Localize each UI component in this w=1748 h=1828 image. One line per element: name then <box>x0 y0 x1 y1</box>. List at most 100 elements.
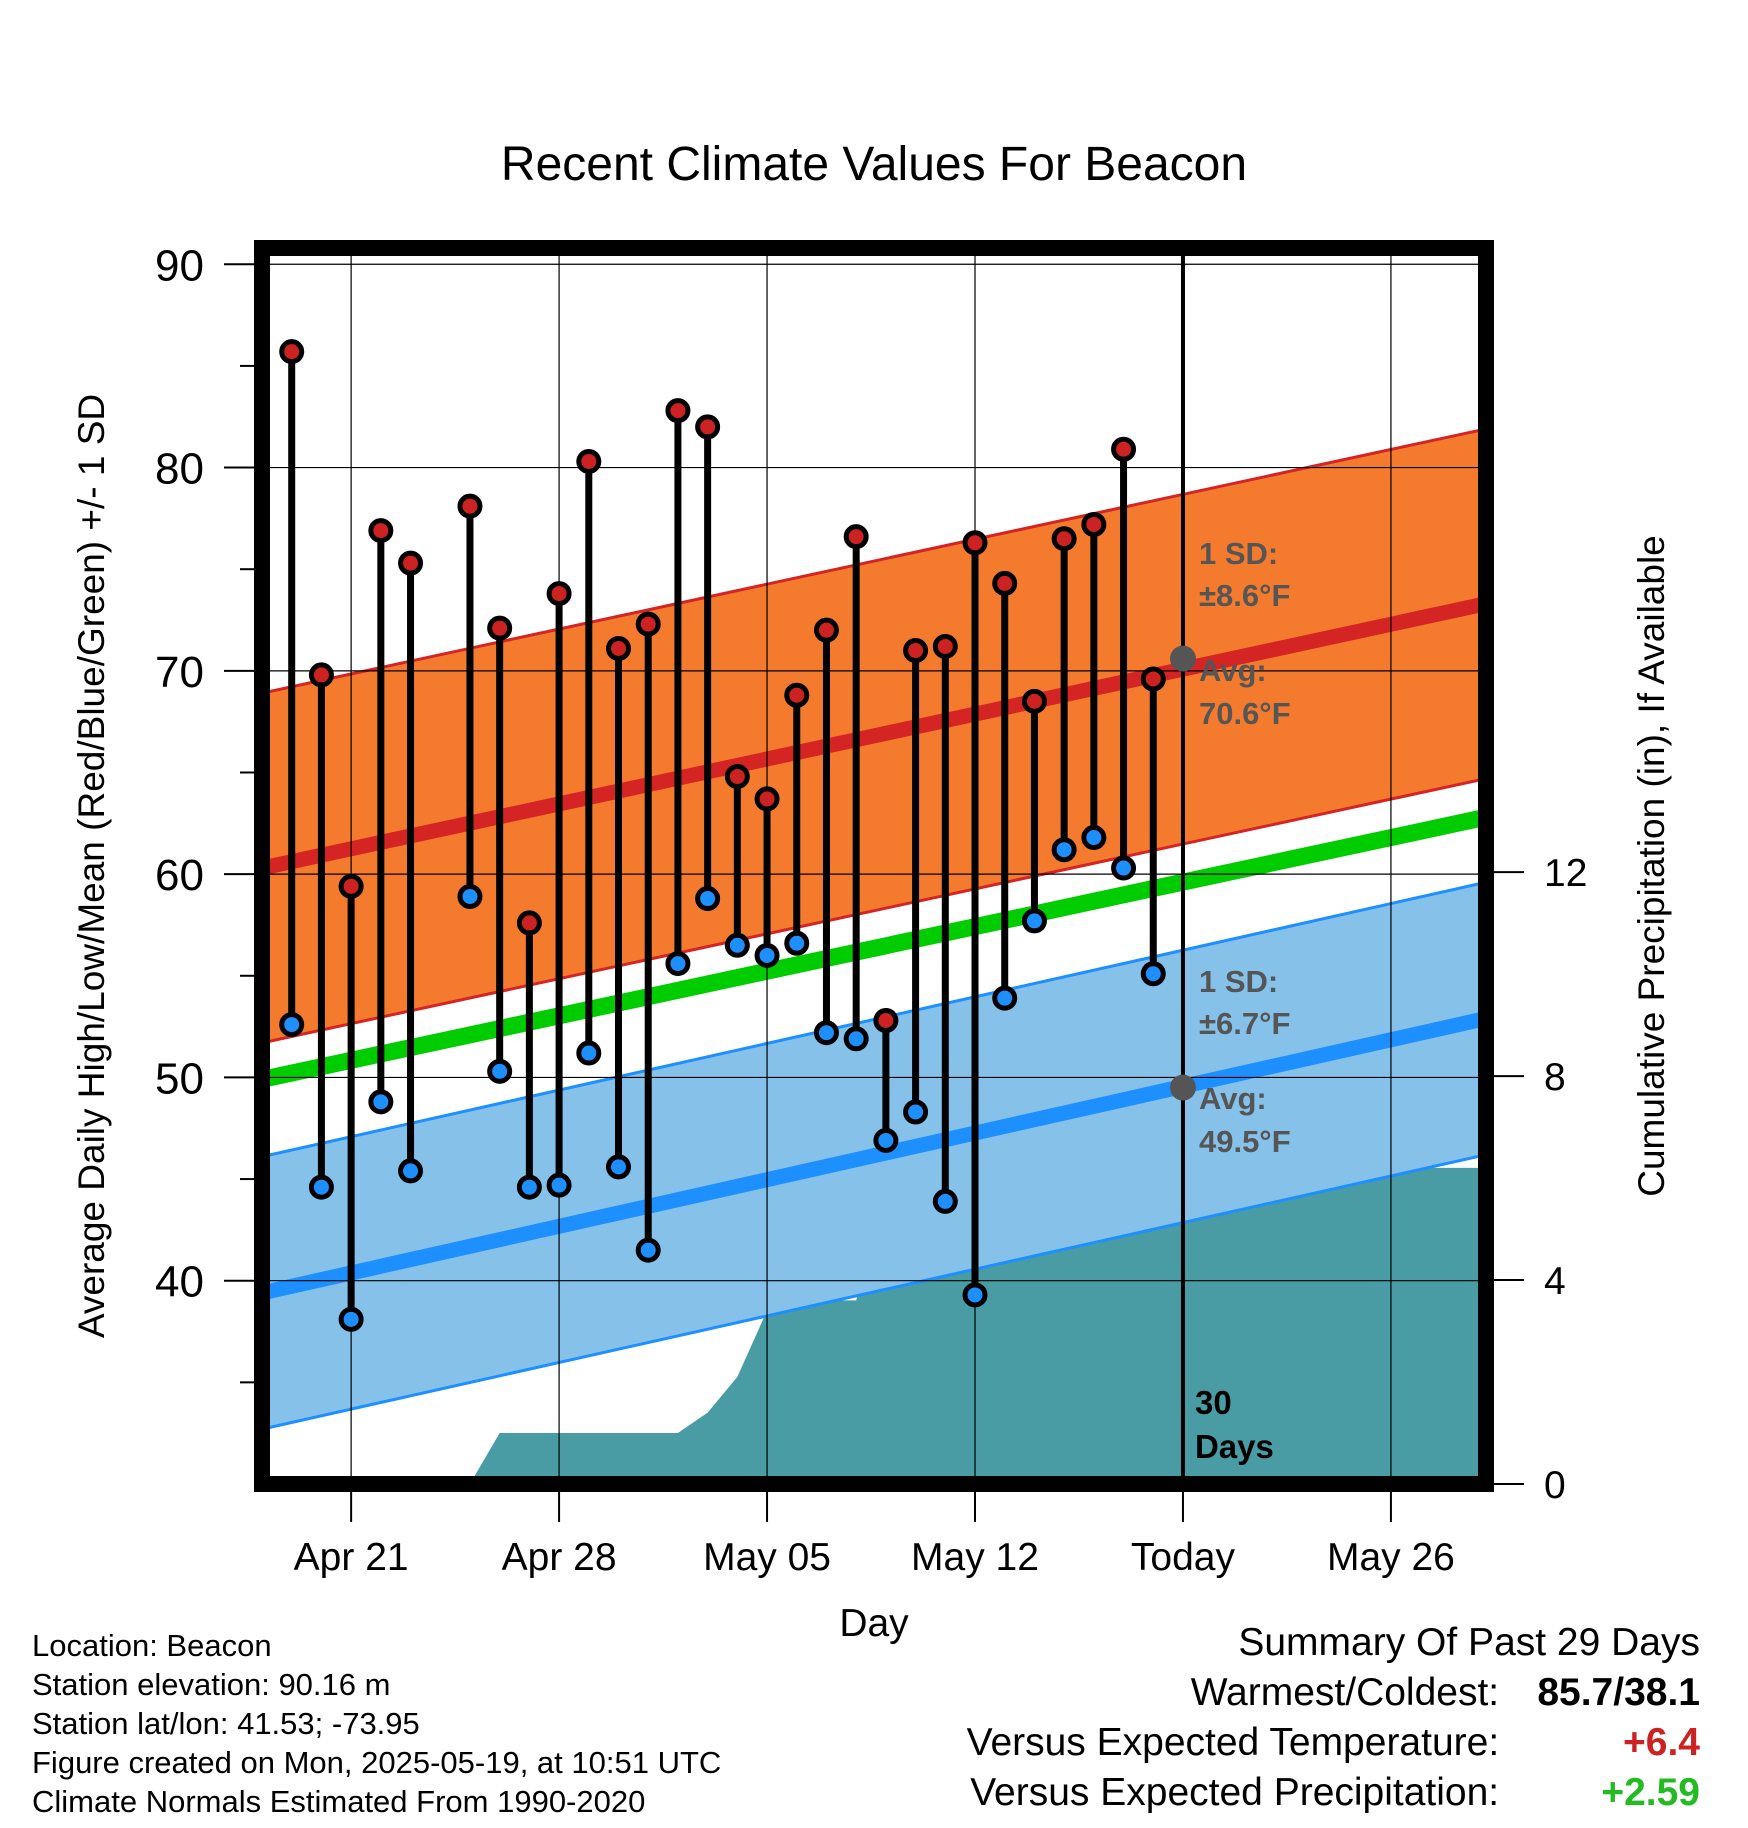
y2-tick-label: 12 <box>1544 852 1587 895</box>
today-days-number: 30 <box>1195 1384 1232 1421</box>
daily-low-point <box>992 985 1018 1011</box>
temp-label: Versus Expected Temperature: <box>966 1721 1500 1764</box>
elevation-text: Station elevation: 90.16 m <box>32 1667 391 1702</box>
precip-area <box>262 1167 1486 1484</box>
low-normal-avg-value: 49.5°F <box>1199 1124 1291 1159</box>
summary-heading: Summary Of Past 29 Days <box>1238 1621 1700 1664</box>
daily-high-point <box>1021 688 1047 714</box>
normal-high-mean-line <box>262 596 1486 876</box>
x-tick-label: May 05 <box>703 1536 831 1579</box>
chart-title: Recent Climate Values For Beacon <box>501 138 1247 191</box>
daily-high-point <box>695 414 721 440</box>
normal-high-upper-edge <box>262 427 1486 695</box>
y-axis-label: Average Daily High/Low/Mean (Red/Blue/Gr… <box>71 394 112 1338</box>
today-high-normal-point <box>1169 645 1196 672</box>
location-text: Location: Beacon <box>32 1628 272 1663</box>
daily-high-point <box>992 570 1018 596</box>
plot-frame <box>254 240 1494 1492</box>
daily-high-point <box>813 617 839 643</box>
daily-low-point <box>1051 837 1077 863</box>
daily-high-point <box>516 910 542 936</box>
normal-low-lower-edge <box>262 1153 1486 1431</box>
daily-low-point <box>606 1154 632 1180</box>
high-normal-avg-value: 70.6°F <box>1199 696 1291 731</box>
daily-high-point <box>903 638 929 664</box>
daily-low-point <box>813 1020 839 1046</box>
daily-high-point <box>1140 666 1166 692</box>
normal-low-mean-line <box>262 1011 1486 1301</box>
station-info: Location: Beacon Station elevation: 90.1… <box>32 1626 721 1821</box>
y-tick-label: 70 <box>155 648 204 697</box>
daily-high-point <box>279 339 305 365</box>
daily-low-point <box>665 951 691 977</box>
daily-low-point <box>784 930 810 956</box>
daily-high-point <box>576 448 602 474</box>
daily-low-point <box>635 1237 661 1263</box>
daily-low-point <box>962 1282 988 1308</box>
summary-panel: Summary Of Past 29 Days Warmest/Coldest:… <box>967 1618 1700 1818</box>
daily-low-point <box>724 932 750 958</box>
normal-mean-line <box>262 808 1486 1088</box>
y-tick-label: 60 <box>155 851 204 900</box>
x-tick-label: May 12 <box>911 1536 1039 1579</box>
warm-cold-value: 85.7/38.1 <box>1537 1671 1700 1714</box>
daily-low-point <box>546 1172 572 1198</box>
x-axis-label: Day <box>839 1602 909 1645</box>
daily-low-point <box>843 1026 869 1052</box>
summary-precip: Versus Expected Precipitation: +2.59 <box>967 1768 1700 1818</box>
daily-high-point <box>606 635 632 661</box>
daily-high-point <box>724 764 750 790</box>
today-days-text: Days <box>1195 1428 1274 1465</box>
daily-low-point <box>487 1058 513 1084</box>
daily-low-point <box>576 1040 602 1066</box>
daily-high-point <box>338 873 364 899</box>
low-normal-sd-value: ±6.7°F <box>1199 1006 1290 1041</box>
high-normal-sd-label: 1 SD: <box>1199 536 1278 571</box>
daily-low-point <box>754 942 780 968</box>
daily-high-point <box>487 615 513 641</box>
daily-high-point <box>1111 436 1137 462</box>
x-tick-label: Apr 28 <box>502 1536 617 1579</box>
daily-high-point <box>635 611 661 637</box>
daily-low-point <box>903 1099 929 1125</box>
y-tick-label: 40 <box>155 1258 204 1307</box>
today-low-normal-point <box>1169 1074 1196 1101</box>
y-tick-label: 50 <box>155 1054 204 1103</box>
warm-cold-label: Warmest/Coldest: <box>1190 1671 1500 1714</box>
daily-low-point <box>457 883 483 909</box>
daily-high-point <box>546 581 572 607</box>
normal-high-lower-edge <box>262 777 1486 1045</box>
daily-high-point <box>1051 526 1077 552</box>
daily-low-point <box>695 886 721 912</box>
daily-low-point <box>308 1174 334 1200</box>
daily-low-point <box>1111 855 1137 881</box>
daily-high-point <box>665 398 691 424</box>
normals-text: Climate Normals Estimated From 1990-2020 <box>32 1784 646 1819</box>
daily-low-point <box>873 1127 899 1153</box>
low-normal-avg-label: Avg: <box>1199 1081 1267 1116</box>
latlon-text: Station lat/lon: 41.53; -73.95 <box>32 1706 420 1741</box>
plot-area <box>262 248 1486 1484</box>
daily-high-point <box>308 662 334 688</box>
daily-high-point <box>754 786 780 812</box>
daily-high-point <box>457 493 483 519</box>
daily-low-point <box>398 1158 424 1184</box>
daily-low-point <box>516 1174 542 1200</box>
daily-low-point <box>1140 961 1166 987</box>
daily-high-point <box>873 1008 899 1033</box>
precip-value: +2.59 <box>1601 1771 1700 1814</box>
high-normal-avg-label: Avg: <box>1199 653 1267 688</box>
daily-low-point <box>368 1089 394 1115</box>
daily-high-point <box>784 682 810 708</box>
high-normal-sd-value: ±8.6°F <box>1199 578 1290 613</box>
x-tick-label: Today <box>1131 1536 1236 1579</box>
summary-warm-cold: Warmest/Coldest: 85.7/38.1 <box>967 1668 1700 1718</box>
daily-low-point <box>279 1012 305 1038</box>
daily-high-point <box>1081 511 1107 537</box>
created-text: Figure created on Mon, 2025-05-19, at 10… <box>32 1745 722 1780</box>
x-tick-label: Apr 21 <box>294 1536 409 1579</box>
precip-label: Versus Expected Precipitation: <box>970 1771 1500 1814</box>
daily-high-point <box>962 530 988 556</box>
temp-value: +6.4 <box>1623 1721 1700 1764</box>
low-normal-sd-label: 1 SD: <box>1199 964 1278 999</box>
